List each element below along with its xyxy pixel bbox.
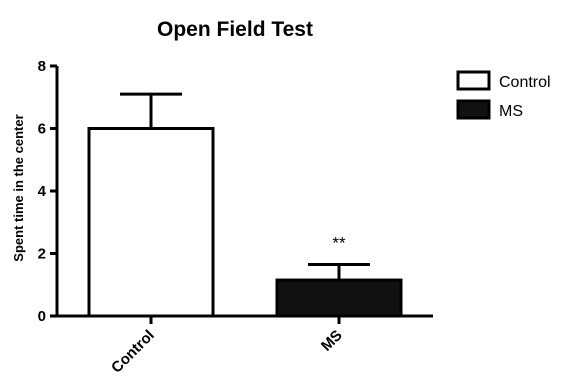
y-tick-label: 4 [38, 183, 47, 200]
plot-area: 0 2 4 6 8 Control MS ** [38, 58, 433, 377]
y-tick-label: 0 [38, 308, 46, 325]
legend-swatch-control [456, 70, 491, 91]
y-axis-label: Spent time in the center [11, 114, 26, 261]
y-tick-label: 6 [38, 121, 46, 138]
x-tick-label: Control [108, 327, 158, 377]
bar-control [87, 127, 215, 318]
x-tick-label: MS [318, 327, 346, 355]
legend-label-control: Control [499, 74, 551, 91]
y-tick-label: 8 [38, 58, 46, 75]
significance-marker: ** [332, 233, 346, 252]
y-tick-label: 2 [38, 246, 46, 263]
chart-title: Open Field Test [157, 18, 313, 41]
legend-label-ms: MS [499, 103, 523, 120]
legend: Control MS [456, 70, 551, 120]
bar-ms [275, 278, 403, 318]
legend-swatch-ms [456, 99, 491, 120]
